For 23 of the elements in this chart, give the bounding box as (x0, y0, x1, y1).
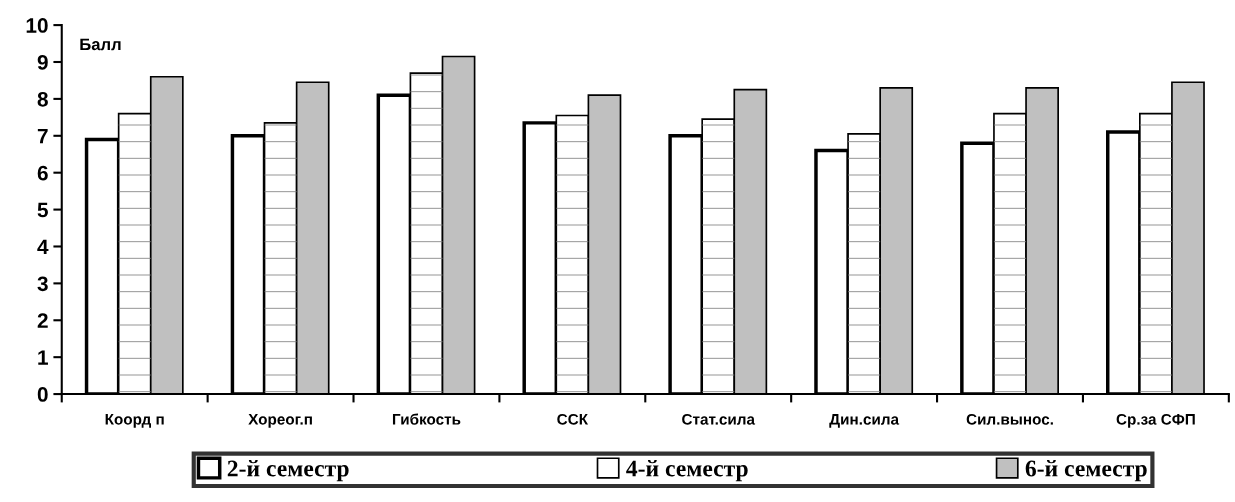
y-tick-label: 4 (37, 239, 49, 255)
x-tick-label: Хореог.п (248, 414, 312, 428)
y-tick-label: 6 (37, 165, 48, 181)
y-tick-label: 3 (37, 276, 48, 292)
y-tick-label: 5 (37, 202, 48, 218)
y-tick-label: 1 (38, 350, 48, 365)
y-tick-label: 8 (37, 91, 48, 107)
legend-label: 6-й семестр (1025, 459, 1147, 482)
y-tick-label: 7 (37, 129, 48, 144)
x-tick-label: Дин.сила (829, 414, 900, 428)
x-tick-label: Сил.вынос. (966, 413, 1053, 425)
y-tick-label: 0 (37, 387, 48, 402)
x-tick-label: ССК (557, 413, 589, 425)
y-tick-label: 2 (37, 313, 48, 328)
x-tick-label: Гибкость (392, 413, 461, 425)
x-tick-label: Стат.сила (682, 413, 756, 425)
y-axis-title: Балл (80, 38, 121, 51)
x-tick-label: Ср.за СФП (1116, 413, 1195, 428)
x-tick-label: Коорд п (105, 414, 164, 428)
y-tick-label: 9 (37, 55, 48, 70)
y-tick-label: 10 (26, 18, 48, 33)
legend-label: 4-й семестр (626, 459, 748, 482)
legend-label: 2-й семестр (227, 459, 349, 482)
